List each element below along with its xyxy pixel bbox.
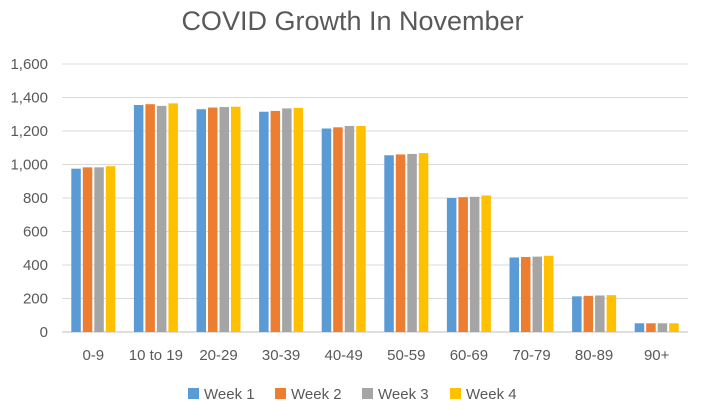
bar-week-3-4 — [344, 125, 355, 332]
bar-week-1-2 — [196, 109, 206, 332]
y-axis-tick-labels: 0 200 400 600 800 1,000 1,200 1,400 1,600 — [10, 56, 48, 341]
gridlines — [62, 63, 688, 333]
x-tick-label: 80-89 — [575, 347, 613, 364]
bar-week-1-9 — [634, 323, 645, 332]
x-axis-tick-labels: 0-9 10 to 19 20-29 30-39 40-49 50-59 60-69 70-7… — [82, 347, 669, 364]
x-tick-label: 90+ — [644, 347, 670, 364]
bar-week-2-4 — [333, 127, 343, 332]
bar-week-4-6 — [481, 195, 491, 332]
legend-swatch-week-1 — [188, 388, 199, 399]
bar-week-3-5 — [407, 153, 417, 332]
legend-label-week-4: Week 4 — [466, 386, 517, 403]
bar-week-1-1 — [133, 105, 144, 332]
y-tick-label: 0 — [40, 324, 48, 341]
x-tick-label: 70-79 — [512, 347, 550, 364]
bar-week-1-5 — [384, 155, 394, 332]
bar-week-3-3 — [282, 108, 292, 332]
bar-week-4-2 — [231, 106, 241, 333]
bar-week-3-8 — [595, 295, 605, 332]
bar-week-3-2 — [219, 107, 229, 332]
bar-week-1-4 — [321, 128, 332, 332]
bar-week-2-8 — [583, 295, 594, 332]
bar-week-3-9 — [657, 323, 668, 332]
y-tick-label: 600 — [23, 224, 48, 241]
legend-label-week-2: Week 2 — [291, 386, 342, 403]
y-tick-label: 400 — [23, 257, 48, 274]
x-tick-label: 30-39 — [262, 347, 300, 364]
bar-week-2-5 — [395, 154, 406, 332]
bar-week-3-6 — [469, 196, 480, 332]
y-tick-label: 1,400 — [10, 90, 48, 107]
bars — [71, 103, 679, 333]
bar-week-3-7 — [532, 256, 542, 332]
y-tick-label: 1,000 — [10, 157, 48, 174]
bar-week-4-7 — [544, 255, 554, 332]
x-tick-label: 60-69 — [450, 347, 488, 364]
x-tick-label: 50-59 — [387, 347, 425, 364]
bar-week-3-0 — [94, 167, 104, 332]
bar-week-4-1 — [168, 103, 178, 332]
legend: Week 1 Week 2 Week 3 Week 4 — [188, 386, 517, 403]
legend-swatch-week-3 — [362, 388, 373, 399]
bar-week-1-8 — [572, 296, 582, 332]
x-tick-label: 0-9 — [82, 347, 104, 364]
legend-swatch-week-4 — [450, 388, 461, 399]
bar-week-1-7 — [509, 257, 519, 332]
legend-label-week-1: Week 1 — [204, 386, 255, 403]
legend-swatch-week-2 — [275, 388, 286, 399]
bar-week-4-3 — [293, 107, 304, 332]
x-tick-label: 10 to 19 — [129, 347, 183, 364]
bar-week-4-9 — [669, 323, 679, 332]
bar-week-1-3 — [259, 111, 269, 332]
bar-week-2-9 — [646, 323, 656, 332]
bar-week-2-2 — [208, 107, 218, 332]
legend-label-week-3: Week 3 — [378, 386, 429, 403]
bar-week-4-0 — [105, 166, 116, 332]
y-tick-label: 1,200 — [10, 123, 48, 140]
bar-week-4-5 — [418, 153, 429, 332]
x-tick-label: 20-29 — [199, 347, 237, 364]
bar-week-3-1 — [156, 105, 167, 332]
bar-week-4-8 — [606, 295, 617, 332]
y-tick-label: 800 — [23, 190, 48, 207]
x-tick-label: 40-49 — [325, 347, 363, 364]
bar-week-4-4 — [356, 125, 366, 332]
bar-week-2-1 — [145, 104, 155, 332]
bar-week-2-0 — [82, 167, 93, 332]
bar-week-2-7 — [521, 256, 531, 332]
y-tick-label: 200 — [23, 291, 48, 308]
y-tick-label: 1,600 — [10, 56, 48, 73]
bar-week-2-6 — [458, 197, 468, 332]
bar-week-1-6 — [446, 198, 457, 332]
bar-week-1-0 — [71, 168, 81, 332]
bar-week-2-3 — [270, 110, 281, 333]
chart-title: COVID Growth In November — [181, 6, 524, 36]
